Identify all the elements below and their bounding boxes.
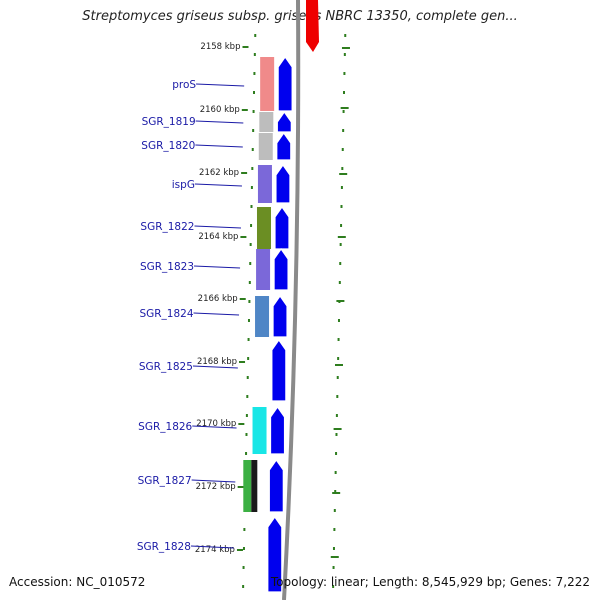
ruler-dash xyxy=(340,107,349,109)
gene-leader-line xyxy=(190,545,234,549)
kbp-tick-label: 2172 kbp xyxy=(196,482,236,492)
gene-label[interactable]: SGR_1824 xyxy=(139,308,193,320)
kbp-tick-label: 2168 kbp xyxy=(197,357,237,367)
topology-summary: Topology: linear; Length: 8,545,929 bp; … xyxy=(270,575,590,589)
kbp-tick-mark xyxy=(238,423,245,425)
kbp-tick-mark xyxy=(240,236,247,238)
kbp-tick-mark xyxy=(241,109,248,111)
gene-cog-box xyxy=(257,165,272,203)
kbp-tick-mark xyxy=(239,361,246,363)
gene-cog-box xyxy=(251,460,258,512)
genome-backbone xyxy=(282,0,301,600)
reverse-gene-arrow[interactable] xyxy=(306,0,319,52)
kbp-tick-label: 2164 kbp xyxy=(198,232,238,242)
gene-arrow[interactable] xyxy=(268,458,284,513)
gene-cog-box xyxy=(256,249,271,290)
kbp-tick-label: 2158 kbp xyxy=(200,42,240,52)
gene-arrow[interactable] xyxy=(275,163,291,204)
gene-cog-box xyxy=(255,296,270,337)
gene-arrow[interactable] xyxy=(269,405,286,455)
kbp-tick-label: 2162 kbp xyxy=(199,168,239,178)
kbp-tick-label: 2160 kbp xyxy=(200,105,240,115)
gene-leader-line xyxy=(196,83,245,87)
gene-label[interactable]: SGR_1820 xyxy=(141,140,195,152)
gene-label[interactable]: SGR_1819 xyxy=(142,116,196,128)
accession-label: Accession: NC_010572 xyxy=(9,575,146,589)
gene-cog-box xyxy=(258,133,273,160)
gene-cog-box xyxy=(260,57,275,111)
gene-arrow[interactable] xyxy=(267,515,283,593)
gene-cog-box xyxy=(243,460,252,512)
gene-leader-line xyxy=(192,365,238,369)
ruler-dash xyxy=(333,428,342,430)
gene-arrow[interactable] xyxy=(273,247,289,291)
gene-label[interactable]: SGR_1827 xyxy=(138,475,192,487)
ruler-dash xyxy=(336,300,345,302)
gene-leader-line xyxy=(195,144,243,148)
gene-cog-box xyxy=(252,407,267,454)
gene-arrow[interactable] xyxy=(272,294,288,338)
kbp-tick-mark xyxy=(239,298,246,300)
ruler-dash xyxy=(330,556,339,558)
ruler-dash xyxy=(337,236,346,238)
kbp-tick-mark xyxy=(241,172,248,174)
gene-label[interactable]: proS xyxy=(172,79,196,91)
kbp-tick-label: 2166 kbp xyxy=(198,294,238,304)
gene-label[interactable]: SGR_1822 xyxy=(140,221,194,233)
gene-arrow[interactable] xyxy=(276,131,292,161)
gene-leader-line xyxy=(194,225,242,229)
gene-label[interactable]: ispG xyxy=(172,179,195,191)
gene-leader-line xyxy=(192,425,237,429)
kbp-tick-mark xyxy=(236,549,243,551)
gene-leader-line xyxy=(194,265,241,269)
gene-arrow[interactable] xyxy=(274,205,290,250)
kbp-tick-label: 2174 kbp xyxy=(195,545,235,555)
gene-leader-line xyxy=(193,312,240,316)
gene-cog-box xyxy=(256,207,271,249)
ruler-dash xyxy=(332,492,341,494)
ruler-dash xyxy=(339,173,348,175)
gene-label[interactable]: SGR_1828 xyxy=(137,541,191,553)
gene-arrow[interactable] xyxy=(276,110,292,133)
kbp-tick-label: 2170 kbp xyxy=(196,419,236,429)
gene-label[interactable]: SGR_1826 xyxy=(138,421,192,433)
kbp-tick-mark xyxy=(237,486,244,488)
gene-leader-line xyxy=(191,479,236,483)
ruler-dash xyxy=(334,364,343,366)
kbp-tick-mark xyxy=(242,46,249,48)
gene-arrow[interactable] xyxy=(271,338,287,402)
gene-leader-line xyxy=(194,183,242,187)
gene-arrow[interactable] xyxy=(277,55,293,112)
right-tick-ruler xyxy=(332,34,347,588)
ruler-dash xyxy=(341,47,350,49)
gene-label[interactable]: SGR_1825 xyxy=(139,361,193,373)
gene-leader-line xyxy=(195,120,244,124)
gene-cog-box xyxy=(259,112,274,132)
gene-label[interactable]: SGR_1823 xyxy=(140,261,194,273)
